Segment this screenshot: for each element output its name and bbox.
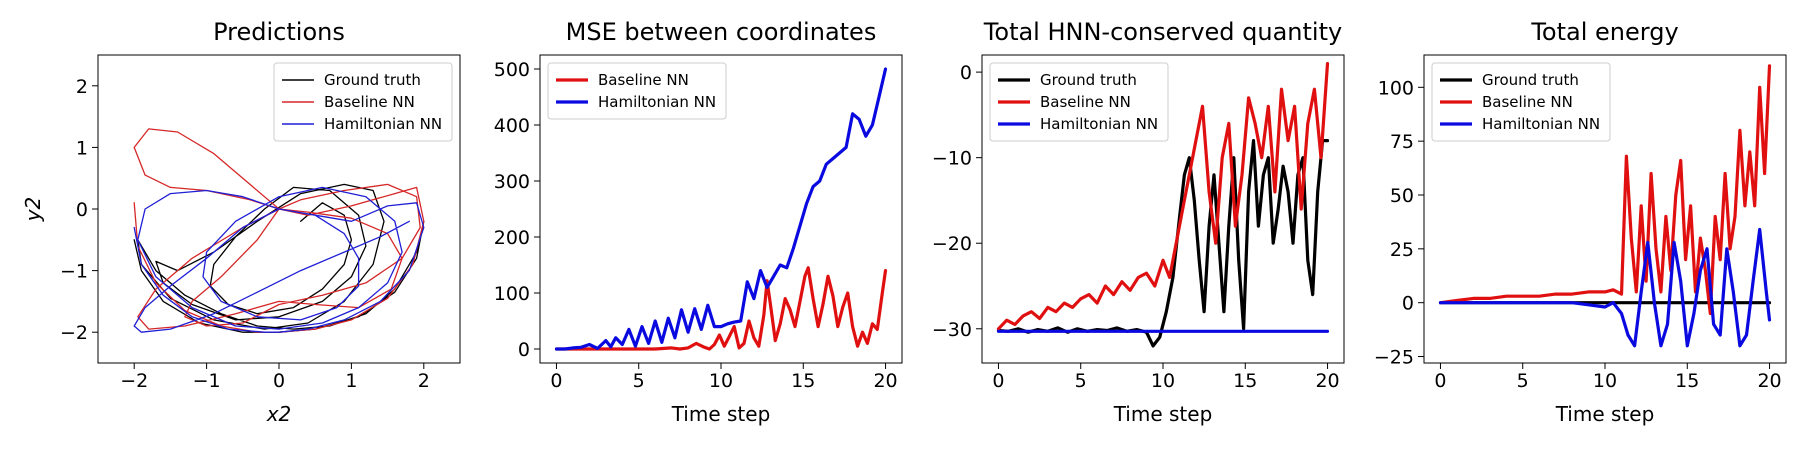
y-tick-label: 75 — [1390, 131, 1414, 153]
y-tick-label: −2 — [60, 322, 88, 344]
legend-label: Baseline NN — [1040, 93, 1131, 111]
x-axis-label: Time step — [671, 402, 771, 426]
y-tick-label: 0 — [518, 339, 530, 361]
legend-label: Baseline NN — [324, 93, 415, 111]
legend-label: Hamiltonian NN — [324, 115, 442, 133]
y-tick-label: 25 — [1390, 239, 1414, 261]
chart-title: Total energy — [1530, 18, 1678, 46]
legend-label: Hamiltonian NN — [1040, 115, 1158, 133]
chart-title: Predictions — [213, 18, 345, 46]
y-tick-label: −20 — [932, 233, 972, 255]
series-line-3 — [133, 186, 425, 333]
x-tick-label: 10 — [1151, 370, 1175, 392]
x-tick-label: 15 — [1675, 370, 1699, 392]
y-tick-label: −10 — [932, 148, 972, 170]
legend: Baseline NN Hamiltonian NN — [547, 62, 727, 120]
x-tick-label: 5 — [633, 370, 645, 392]
legend-label: Ground truth — [324, 71, 421, 89]
plot-area — [554, 67, 888, 351]
legend-box — [989, 62, 1169, 142]
y-tick-label: 0 — [1402, 293, 1414, 315]
x-tick-label: 5 — [1517, 370, 1529, 392]
series-line-3 — [1438, 227, 1772, 348]
series-line-1 — [133, 183, 425, 333]
y-tick-label: 400 — [494, 115, 530, 137]
y-tick-label: 100 — [494, 283, 530, 305]
series-line-2 — [996, 61, 1330, 331]
y-tick-label: 0 — [76, 199, 88, 221]
y-tick-label: 1 — [76, 137, 88, 159]
series-line-2 — [554, 67, 888, 351]
y-tick-label: 500 — [494, 59, 530, 81]
y-tick-label: −30 — [932, 319, 972, 341]
legend: Ground truth Baseline NN Hamiltonian NN — [989, 62, 1169, 142]
chart-panel-4: 0 5 10 15 20 −25 0 25 50 75 100 Total energy Time st… — [1374, 18, 1787, 426]
x-tick-label: 15 — [791, 370, 815, 392]
legend-label: Baseline NN — [598, 71, 689, 89]
legend-box — [273, 62, 453, 142]
y-tick-label: 2 — [76, 76, 88, 98]
chart-panel-1: −2 −1 0 1 2 −2 −1 0 1 2 Predictions x2 y2 Ground trut… — [21, 18, 461, 426]
series-line-1 — [554, 266, 888, 351]
x-tick-label: 0 — [273, 370, 285, 392]
chart-title: Total HNN-conserved quantity — [983, 18, 1342, 46]
y-tick-label: 100 — [1378, 77, 1414, 99]
y-tick-label: 50 — [1390, 185, 1414, 207]
x-tick-label: 15 — [1233, 370, 1257, 392]
x-tick-label: 1 — [345, 370, 357, 392]
y-tick-label: −25 — [1374, 347, 1414, 369]
x-tick-label: 10 — [709, 370, 733, 392]
y-axis-label: y2 — [21, 197, 45, 223]
x-tick-label: −2 — [120, 370, 148, 392]
chart-panel-3: 0 5 10 15 20 −30 −20 −10 0 Total HNN-conserved qu… — [932, 18, 1345, 426]
x-axis-label: Time step — [1113, 402, 1213, 426]
x-tick-label: 20 — [1757, 370, 1781, 392]
x-tick-label: 0 — [1434, 370, 1446, 392]
plot-area — [133, 128, 425, 333]
legend: Ground truth Baseline NN Hamiltonian NN — [273, 62, 453, 142]
y-tick-label: 200 — [494, 227, 530, 249]
x-tick-label: 0 — [992, 370, 1004, 392]
legend-label: Ground truth — [1040, 71, 1137, 89]
x-tick-label: −1 — [193, 370, 221, 392]
x-tick-label: 0 — [550, 370, 562, 392]
legend-label: Hamiltonian NN — [598, 93, 716, 111]
series-line-1 — [996, 139, 1330, 348]
x-axis-label: x2 — [266, 402, 292, 426]
y-tick-label: 300 — [494, 171, 530, 193]
x-tick-label: 20 — [873, 370, 897, 392]
plot-area — [996, 61, 1330, 348]
x-tick-label: 5 — [1075, 370, 1087, 392]
x-tick-label: 10 — [1593, 370, 1617, 392]
legend-box — [547, 62, 727, 120]
x-axis-label: Time step — [1555, 402, 1655, 426]
chart-title: MSE between coordinates — [566, 18, 877, 46]
legend-label: Ground truth — [1482, 71, 1579, 89]
plot-area — [1438, 64, 1772, 348]
y-tick-label: 0 — [960, 62, 972, 84]
legend-label: Baseline NN — [1482, 93, 1573, 111]
legend: Ground truth Baseline NN Hamiltonian NN — [1431, 62, 1611, 142]
legend-label: Hamiltonian NN — [1482, 115, 1600, 133]
x-tick-label: 20 — [1315, 370, 1339, 392]
legend-box — [1431, 62, 1611, 142]
y-tick-label: −1 — [60, 261, 88, 283]
series-line-2 — [1438, 64, 1772, 316]
x-tick-label: 2 — [418, 370, 430, 392]
